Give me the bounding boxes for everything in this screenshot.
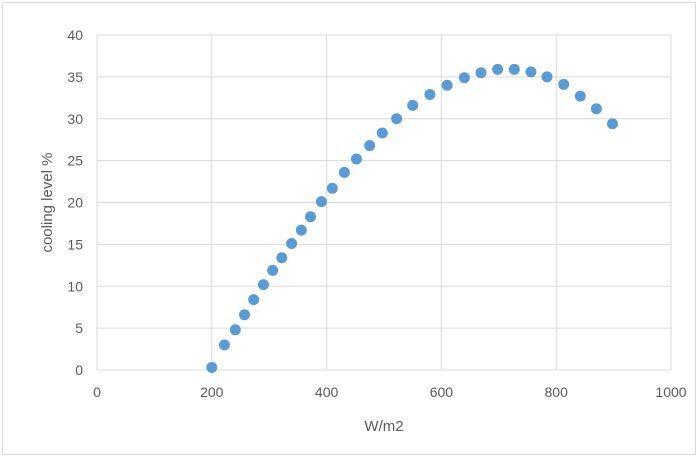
data-point xyxy=(276,252,288,264)
data-point xyxy=(525,66,537,78)
y-tick-label: 30 xyxy=(67,111,83,127)
x-tick-label: 600 xyxy=(430,384,454,400)
y-tick-label: 5 xyxy=(75,320,83,336)
data-point xyxy=(391,113,403,125)
y-tick-label: 25 xyxy=(67,153,83,169)
y-tick-label: 40 xyxy=(67,27,83,43)
x-tick-label: 800 xyxy=(545,384,569,400)
data-point xyxy=(424,88,436,100)
y-tick-label: 15 xyxy=(67,236,83,252)
data-point xyxy=(229,324,241,336)
gridlines xyxy=(96,34,672,371)
data-point xyxy=(574,90,586,102)
data-point xyxy=(206,361,218,373)
data-point xyxy=(458,72,470,84)
data-point xyxy=(407,99,419,111)
x-tick-labels: 0 200 400 600 800 1000 xyxy=(93,384,687,400)
data-point xyxy=(218,339,230,351)
data-point xyxy=(441,79,453,91)
data-points xyxy=(206,63,618,373)
data-point xyxy=(376,127,388,139)
data-point xyxy=(257,279,269,291)
x-tick-label: 0 xyxy=(93,384,101,400)
x-axis-title: W/m2 xyxy=(364,418,403,435)
data-point xyxy=(475,67,487,79)
data-point xyxy=(248,294,260,306)
data-point xyxy=(326,182,338,194)
data-point xyxy=(606,118,618,130)
data-point xyxy=(492,63,504,75)
y-tick-label: 0 xyxy=(75,362,83,378)
data-point xyxy=(350,153,362,165)
data-point xyxy=(315,196,327,208)
y-tick-label: 20 xyxy=(67,195,83,211)
x-tick-label: 400 xyxy=(315,384,339,400)
y-tick-label: 35 xyxy=(67,69,83,85)
data-point xyxy=(267,264,279,276)
data-point xyxy=(338,166,350,178)
data-point xyxy=(286,238,298,250)
x-tick-label: 1000 xyxy=(655,384,686,400)
data-point xyxy=(364,140,376,152)
data-point xyxy=(590,103,602,115)
y-tick-label: 10 xyxy=(67,278,83,294)
data-point xyxy=(295,224,307,236)
y-axis-title: cooling level % xyxy=(39,152,56,252)
data-point xyxy=(508,63,520,75)
x-tick-label: 200 xyxy=(200,384,224,400)
data-point xyxy=(305,211,317,223)
y-tick-labels: 0 5 10 15 20 25 30 35 40 xyxy=(67,27,83,378)
data-point xyxy=(558,78,570,90)
data-point xyxy=(541,71,553,83)
data-point xyxy=(239,309,251,321)
